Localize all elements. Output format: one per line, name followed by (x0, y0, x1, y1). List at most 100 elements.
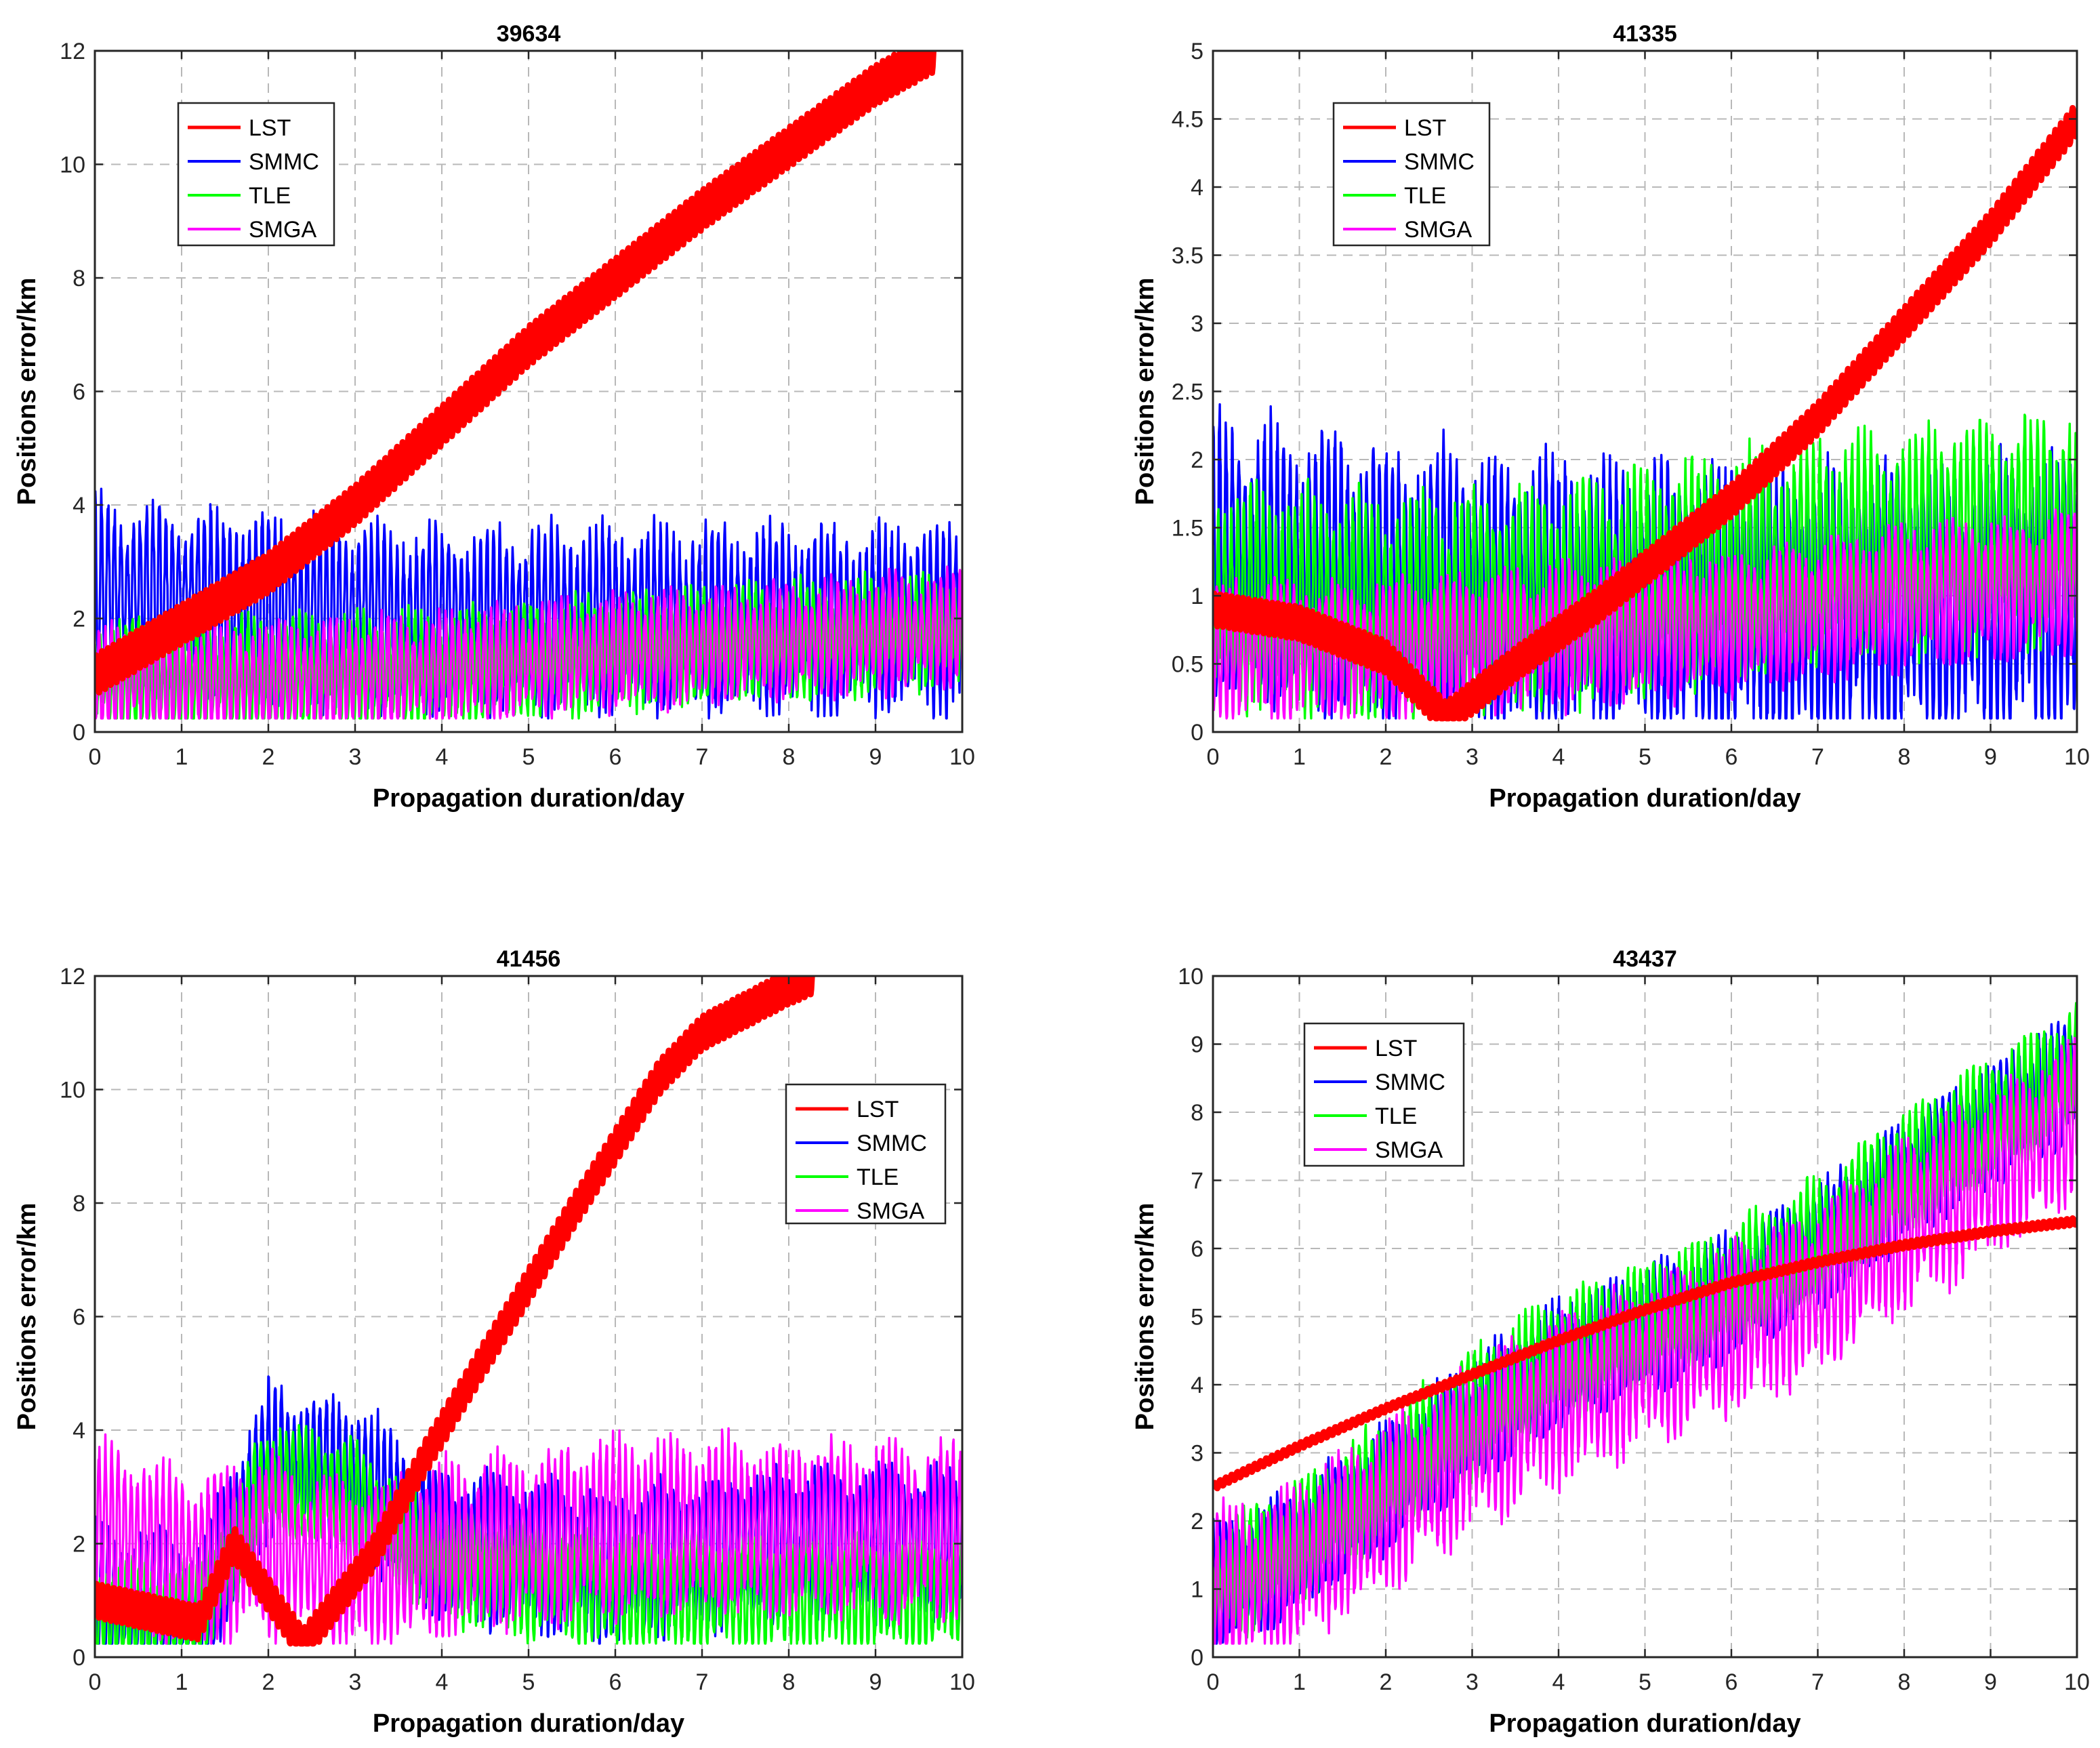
y-tick-label: 3 (1191, 1441, 1203, 1467)
chart-panel-43437: 0 1 2 3 4 5 6 7 8 9 10 0 1 2 3 4 5 6 7 8 9 10 43437 Propagation… (1131, 946, 2090, 1738)
y-tick-label: 6 (73, 1305, 85, 1330)
y-tick-label: 10 (60, 153, 85, 178)
x-tick-label: 8 (1898, 744, 1911, 770)
series-group (95, 976, 962, 1647)
legend-label-LST: LST (1404, 115, 1446, 141)
x-tick-label: 4 (436, 744, 449, 770)
y-tick-label: 3.5 (1172, 243, 1203, 269)
y-axis-label: Positions error/km (1131, 278, 1159, 506)
y-tick-label: 2.5 (1172, 380, 1203, 405)
x-tick-label: 7 (1811, 744, 1824, 770)
y-tick-label: 4 (1191, 1373, 1203, 1398)
x-tick-label: 9 (1984, 1669, 1997, 1695)
x-tick-label: 2 (262, 1669, 275, 1695)
y-tick-label: 0 (1191, 720, 1203, 746)
y-tick-label: 2 (73, 607, 85, 632)
series-line-TLE (95, 1424, 962, 1645)
y-tick-label: 6 (1191, 1236, 1203, 1262)
x-tick-label: 4 (1552, 744, 1565, 770)
series-group (1213, 104, 2077, 722)
x-tick-label: 3 (1466, 1669, 1479, 1695)
y-tick-label: 5 (1191, 39, 1203, 64)
x-tick-label: 8 (783, 1669, 796, 1695)
x-tick-label: 10 (2064, 1669, 2090, 1695)
y-tick-label: 12 (60, 39, 85, 64)
legend: LST SMMC TLE SMGA (177, 102, 335, 247)
series-line-SMGA (1213, 1036, 2077, 1645)
y-tick-label: 2 (1191, 447, 1203, 473)
y-axis-label: Positions error/km (13, 278, 41, 506)
x-tick-label: 0 (1207, 744, 1220, 770)
y-tick-label: 12 (60, 964, 85, 990)
y-tick-label: 0 (73, 1645, 85, 1671)
series-line-SMGA (95, 565, 962, 720)
y-tick-label: 6 (73, 380, 85, 405)
grid (1213, 976, 2077, 1657)
series-group (1213, 1002, 2077, 1645)
series-line-LST (95, 976, 815, 1647)
legend: LST SMMC TLE SMGA (1303, 1022, 1465, 1167)
x-tick-label: 6 (609, 744, 622, 770)
legend-label-SMMC: SMMC (1404, 149, 1475, 175)
x-tick-label: 3 (349, 1669, 362, 1695)
series-line-SMGA (95, 1427, 962, 1645)
legend-label-SMGA: SMGA (1375, 1137, 1443, 1163)
x-tick-label: 5 (522, 744, 535, 770)
x-tick-label: 1 (1293, 744, 1306, 770)
legend-label-TLE: TLE (1375, 1103, 1417, 1129)
y-tick-label: 2 (73, 1532, 85, 1558)
y-tick-label: 8 (73, 1191, 85, 1217)
x-tick-label: 2 (262, 744, 275, 770)
chart-title: 41335 (1613, 21, 1677, 47)
y-tick-label: 10 (60, 1078, 85, 1103)
x-tick-label: 10 (2064, 744, 2090, 770)
legend: LST SMMC TLE SMGA (1332, 102, 1491, 247)
x-tick-label: 2 (1380, 744, 1393, 770)
legend-label-LST: LST (249, 115, 291, 141)
y-tick-label: 8 (73, 266, 85, 291)
legend-label-SMGA: SMGA (249, 217, 316, 243)
legend-label-SMMC: SMMC (249, 149, 319, 175)
x-axis-label: Propagation duration/day (1489, 1709, 1800, 1738)
x-tick-label: 3 (349, 744, 362, 770)
x-tick-label: 0 (89, 744, 102, 770)
x-tick-label: 9 (869, 1669, 882, 1695)
y-tick-label: 1 (1191, 584, 1203, 609)
y-tick-label: 1.5 (1172, 516, 1203, 542)
x-tick-label: 9 (1984, 744, 1997, 770)
legend-label-TLE: TLE (249, 183, 291, 209)
x-tick-label: 10 (949, 744, 975, 770)
x-tick-label: 5 (522, 1669, 535, 1695)
x-tick-label: 1 (1293, 1669, 1306, 1695)
chart-title: 41456 (497, 946, 561, 972)
y-tick-label: 10 (1178, 964, 1203, 990)
series-group (95, 51, 962, 720)
legend-label-TLE: TLE (857, 1164, 899, 1190)
y-tick-label: 4 (1191, 175, 1203, 201)
x-tick-label: 7 (696, 1669, 709, 1695)
y-tick-label: 7 (1191, 1168, 1203, 1194)
y-tick-label: 8 (1191, 1100, 1203, 1126)
y-tick-label: 0 (1191, 1645, 1203, 1671)
y-axis-label: Positions error/km (13, 1203, 41, 1431)
legend-label-SMMC: SMMC (857, 1131, 927, 1156)
legend-label-SMGA: SMGA (1404, 217, 1472, 243)
y-tick-label: 9 (1191, 1032, 1203, 1058)
series-line-TLE (95, 570, 962, 720)
chart-title: 39634 (497, 21, 561, 47)
x-tick-label: 1 (176, 744, 188, 770)
series-line-SMGA (1213, 508, 2077, 720)
y-tick-label: 4.5 (1172, 107, 1203, 133)
chart-title: 43437 (1613, 946, 1677, 972)
x-tick-label: 5 (1639, 1669, 1651, 1695)
x-tick-label: 5 (1639, 744, 1651, 770)
x-axis-label: Propagation duration/day (373, 1709, 684, 1738)
x-tick-label: 3 (1466, 744, 1479, 770)
x-tick-label: 4 (436, 1669, 449, 1695)
x-tick-label: 8 (1898, 1669, 1911, 1695)
legend-label-LST: LST (1375, 1036, 1417, 1061)
y-axis-label: Positions error/km (1131, 1203, 1159, 1431)
y-tick-label: 0 (73, 720, 85, 746)
x-axis-label: Propagation duration/day (1489, 784, 1800, 813)
